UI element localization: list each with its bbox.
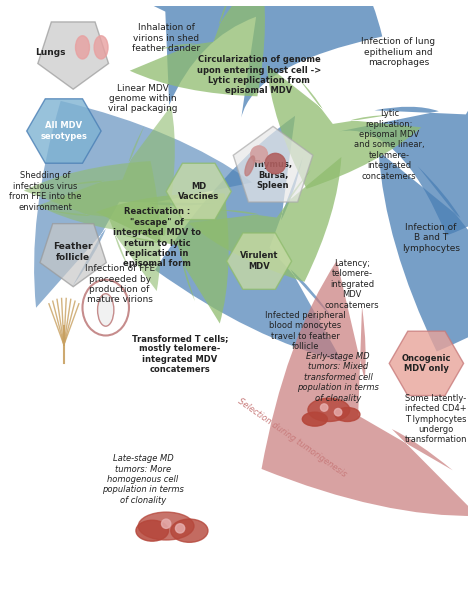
Text: Linear MDV
genome within
viral packaging: Linear MDV genome within viral packaging [108, 83, 178, 114]
Ellipse shape [308, 398, 350, 422]
Text: Virulent
MDV: Virulent MDV [240, 252, 278, 271]
Ellipse shape [98, 294, 114, 326]
Circle shape [265, 153, 285, 174]
Text: Infection of lung
epithelium and
macrophages: Infection of lung epithelium and macroph… [362, 37, 436, 67]
Text: Infection of FFE
proceeded by
production of
mature virions: Infection of FFE proceeded by production… [84, 264, 155, 304]
Circle shape [162, 519, 171, 529]
Ellipse shape [138, 512, 194, 540]
FancyArrowPatch shape [267, 65, 421, 189]
Circle shape [251, 146, 267, 163]
FancyArrowPatch shape [379, 152, 474, 352]
Text: Latency;
telomere-
integrated
MDV
concatemers: Latency; telomere- integrated MDV concat… [325, 259, 379, 310]
Text: Reactivation :
"escape" of
integrated MDV to
return to lytic
replication in
epis: Reactivation : "escape" of integrated MD… [113, 207, 201, 268]
Polygon shape [40, 224, 106, 287]
FancyArrowPatch shape [75, 0, 383, 118]
Text: Infected peripheral
blood monocytes
travel to feather
follicle: Infected peripheral blood monocytes trav… [265, 311, 346, 351]
Ellipse shape [94, 36, 108, 59]
Text: Transformed T cells;
mostly telomere-
integrated MDV
concatemers: Transformed T cells; mostly telomere- in… [132, 334, 228, 374]
Ellipse shape [136, 520, 168, 541]
Circle shape [320, 404, 328, 411]
Polygon shape [27, 99, 101, 163]
Ellipse shape [245, 156, 255, 176]
Text: Feather
follicle: Feather follicle [54, 242, 93, 262]
Text: Infection of
B and T
lymphocytes: Infection of B and T lymphocytes [402, 223, 460, 253]
Polygon shape [233, 126, 313, 202]
Polygon shape [38, 22, 109, 89]
Polygon shape [389, 331, 464, 395]
Text: Lytic
replication;
episomal MDV
and some linear,
telomere-
integrated
concatemer: Lytic replication; episomal MDV and some… [354, 110, 425, 181]
Polygon shape [227, 233, 292, 289]
Text: Thymus,
Bursa,
Spleen: Thymus, Bursa, Spleen [253, 160, 293, 190]
Ellipse shape [82, 280, 129, 336]
Ellipse shape [75, 36, 90, 59]
Text: Inhalation of
virions in shed
feather dander: Inhalation of virions in shed feather da… [132, 23, 200, 53]
Text: MD
Vaccines: MD Vaccines [178, 182, 219, 201]
FancyArrowPatch shape [338, 6, 474, 236]
Text: All MDV
serotypes: All MDV serotypes [40, 121, 87, 141]
Text: Selection during tumorigenesis: Selection during tumorigenesis [236, 397, 348, 479]
FancyArrowPatch shape [34, 101, 252, 308]
FancyArrowPatch shape [24, 161, 161, 291]
Circle shape [175, 524, 185, 533]
Polygon shape [166, 163, 231, 220]
Text: Late-stage MD
tumors: More
homogenous cell
population in terms
of clonality: Late-stage MD tumors: More homogenous ce… [102, 454, 184, 505]
Text: Circularization of genome
upon entering host cell ->
Lytic replication from
epis: Circularization of genome upon entering … [197, 55, 321, 95]
FancyArrowPatch shape [262, 260, 474, 516]
Ellipse shape [302, 412, 328, 426]
Text: Lungs: Lungs [35, 47, 65, 56]
FancyArrowPatch shape [155, 116, 342, 361]
FancyArrowPatch shape [130, 0, 265, 96]
Ellipse shape [171, 519, 208, 542]
Text: Oncogenic
MDV only: Oncogenic MDV only [401, 353, 451, 373]
FancyArrowPatch shape [96, 194, 228, 324]
Text: Shedding of
infectious virus
from FFE into the
environment: Shedding of infectious virus from FFE in… [9, 171, 82, 211]
Text: Some latently-
infected CD4+
T lymphocytes
undergo
transformation: Some latently- infected CD4+ T lymphocyt… [404, 394, 467, 445]
Ellipse shape [335, 407, 360, 422]
Text: Early-stage MD
tumors: Mixed
transformed cell
population in terms
of clonality: Early-stage MD tumors: Mixed transformed… [297, 352, 379, 403]
Circle shape [334, 408, 342, 416]
FancyArrowPatch shape [188, 157, 341, 282]
FancyArrowPatch shape [38, 106, 175, 236]
